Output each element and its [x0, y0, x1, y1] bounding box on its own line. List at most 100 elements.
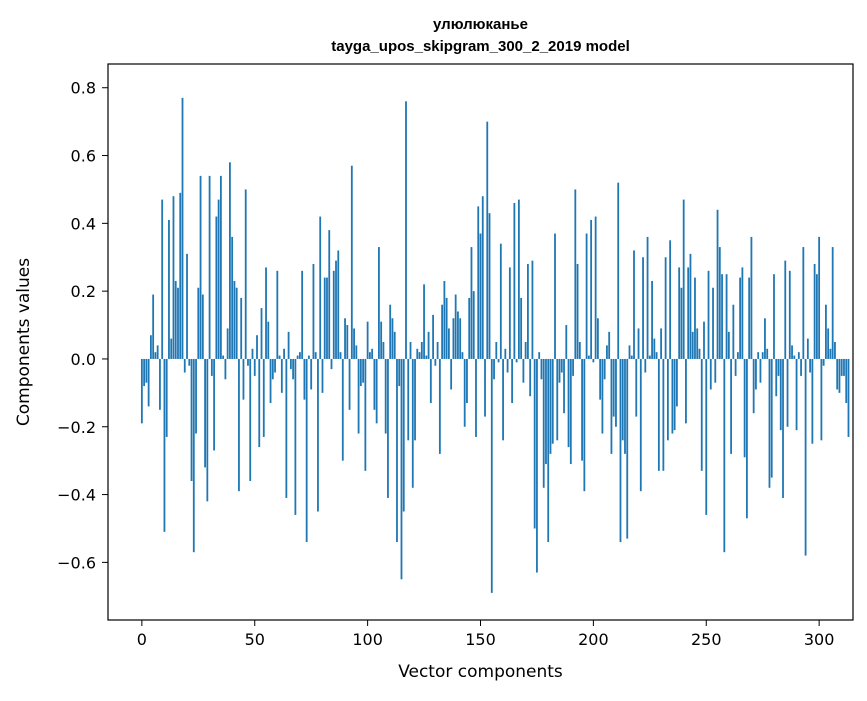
bar: [457, 311, 459, 359]
bar: [362, 358, 365, 383]
bar: [648, 355, 651, 359]
bar: [694, 277, 696, 359]
bar: [770, 358, 773, 478]
bar: [687, 267, 690, 359]
bar: [745, 358, 748, 519]
bar: [249, 358, 252, 481]
bar: [529, 358, 532, 397]
bar: [671, 358, 674, 434]
bar: [793, 355, 796, 359]
bar: [732, 304, 735, 359]
bar: [666, 358, 669, 441]
bar: [836, 358, 839, 390]
bar: [626, 358, 629, 539]
bar: [156, 345, 159, 359]
bar: [639, 358, 642, 492]
bar: [357, 358, 360, 434]
bar: [612, 358, 615, 417]
bar: [423, 284, 425, 359]
bar: [700, 358, 703, 471]
bar: [468, 297, 471, 359]
bar: [655, 352, 658, 359]
bar: [330, 358, 333, 370]
bar: [197, 287, 200, 359]
bar: [140, 358, 143, 424]
bar: [734, 358, 737, 376]
bar: [447, 328, 450, 359]
bar: [592, 358, 595, 363]
bar: [508, 267, 511, 359]
bar: [289, 358, 292, 370]
bar: [233, 280, 236, 359]
y-axis-ticks: −0.6 −0.4 −0.2 0.0 0.2 0.4 0.6 0.8: [57, 79, 108, 572]
bar: [825, 304, 827, 359]
bar: [624, 358, 626, 454]
bar: [168, 219, 170, 359]
bar: [757, 352, 760, 359]
bar: [843, 358, 845, 376]
bar: [549, 358, 552, 454]
y-tick-label: −0.2: [57, 418, 96, 437]
bar: [183, 358, 186, 373]
bar: [199, 175, 202, 359]
bar: [524, 342, 527, 359]
bar: [657, 358, 660, 471]
bar: [520, 297, 523, 359]
bar: [603, 358, 606, 380]
y-tick-label: −0.6: [57, 553, 96, 572]
bar: [797, 352, 800, 359]
bar: [513, 203, 516, 359]
bar: [301, 270, 304, 359]
bar: [418, 352, 421, 359]
bar: [222, 355, 225, 359]
bar: [177, 287, 179, 359]
bar: [829, 348, 832, 359]
x-axis-ticks: 0 50 100 150 200 250 300: [137, 620, 835, 649]
bar: [585, 233, 588, 359]
bar: [815, 274, 818, 359]
bar: [359, 358, 362, 387]
bar: [707, 270, 710, 359]
bar: [718, 247, 721, 359]
bar: [730, 358, 732, 454]
bar: [341, 358, 344, 461]
bar: [716, 209, 719, 359]
bar: [262, 358, 265, 437]
bar: [350, 165, 353, 359]
bar: [375, 358, 378, 424]
bar: [619, 358, 622, 543]
y-tick-label: 0.4: [71, 214, 96, 233]
x-axis-label: Vector components: [398, 662, 563, 682]
bar: [481, 196, 484, 359]
bar: [540, 358, 543, 380]
bar: [353, 328, 355, 359]
bar: [328, 230, 331, 359]
bar: [764, 318, 766, 359]
bar: [651, 280, 653, 359]
x-tick-label: 100: [352, 630, 383, 649]
bar: [186, 253, 188, 359]
bar: [578, 342, 581, 359]
bar: [834, 342, 836, 359]
bar: [576, 264, 579, 359]
bar: [253, 358, 256, 376]
y-tick-label: −0.4: [57, 486, 96, 505]
bar: [145, 358, 148, 383]
bar: [802, 247, 805, 359]
bar: [407, 358, 410, 441]
bar: [563, 358, 565, 414]
bar: [811, 358, 814, 444]
x-tick-label: 300: [804, 630, 835, 649]
bar: [662, 358, 665, 471]
bar: [709, 358, 712, 390]
y-axis-label: Components values: [14, 258, 34, 426]
bar: [443, 280, 446, 359]
bar: [495, 342, 498, 359]
bar: [454, 294, 457, 359]
bar: [208, 175, 211, 359]
bar: [213, 358, 216, 451]
bar: [461, 352, 464, 359]
bar: [606, 345, 608, 359]
bar: [761, 352, 764, 359]
bar: [206, 358, 209, 502]
